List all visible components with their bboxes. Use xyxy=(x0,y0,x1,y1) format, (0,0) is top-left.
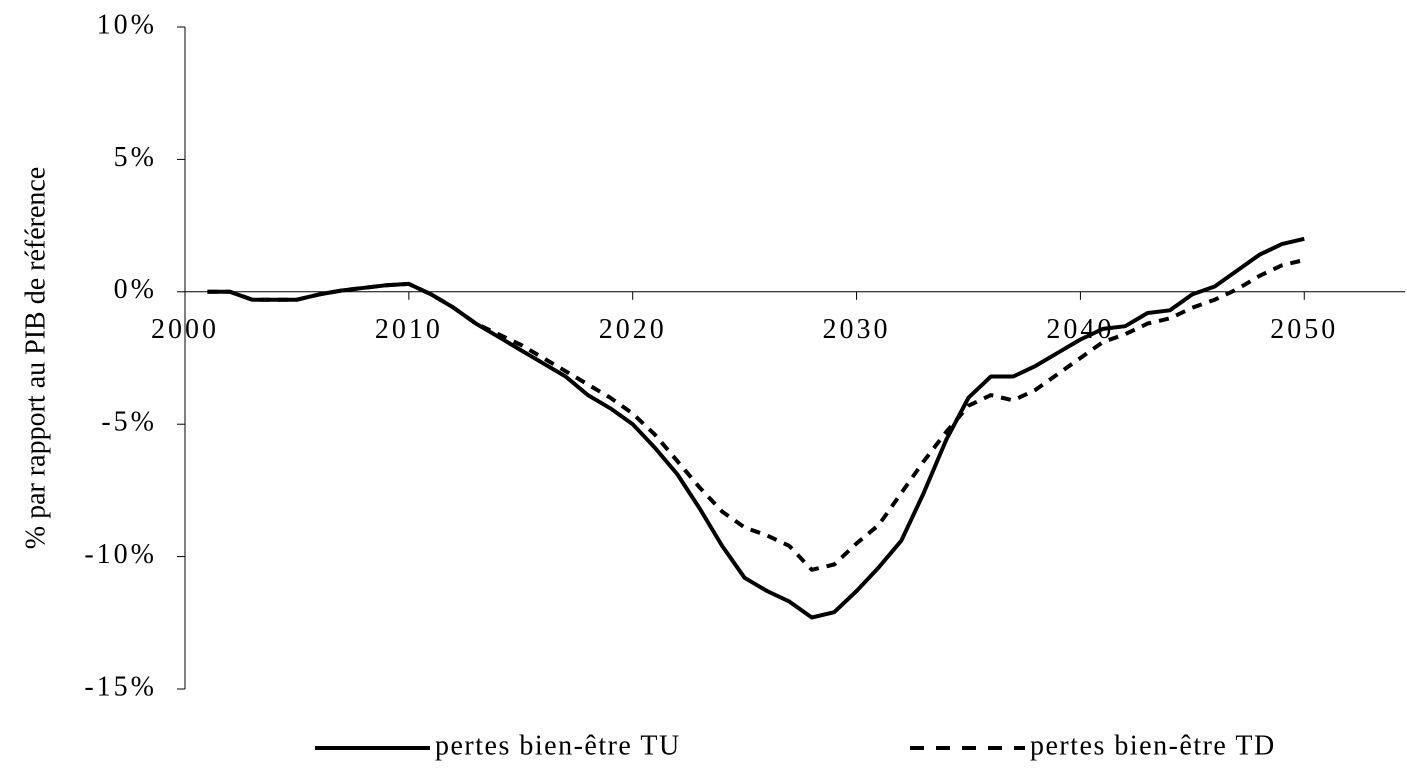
y-tick-label: -15% xyxy=(84,671,157,702)
x-tick-label: 2030 xyxy=(823,314,891,345)
legend-label: pertes bien-être TD xyxy=(1030,730,1276,761)
x-tick-label: 2020 xyxy=(599,314,667,345)
line-series xyxy=(207,236,1305,620)
x-tick-label: 2050 xyxy=(1270,314,1338,345)
y-tick-label: 5% xyxy=(114,142,157,173)
x-tick-label: 2000 xyxy=(151,314,219,345)
x-tick-label: 2010 xyxy=(375,314,443,345)
y-tick-label: 10% xyxy=(97,9,157,40)
y-tick-label: -10% xyxy=(84,539,157,570)
line-series xyxy=(207,258,1305,572)
y-tick-label: -5% xyxy=(101,407,157,438)
y-axis-label: % par rapport au PIB de référence xyxy=(20,167,51,549)
legend-label: pertes bien-être TU xyxy=(435,730,681,761)
y-tick-label: 0% xyxy=(114,274,157,305)
